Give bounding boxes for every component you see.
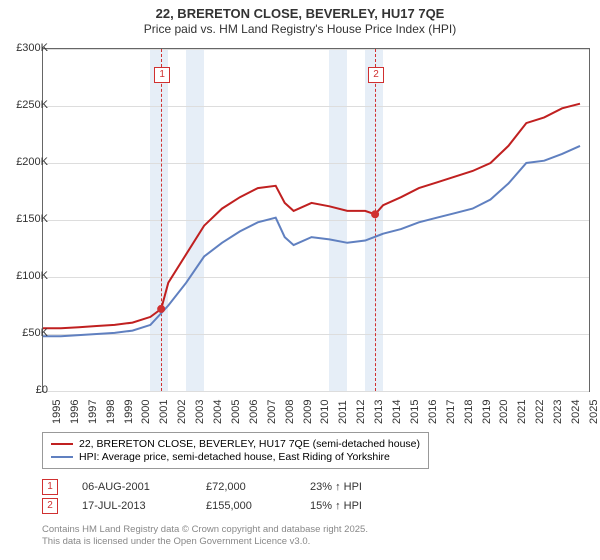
event-delta: 23% ↑ HPI <box>310 481 362 493</box>
x-tick-label: 2013 <box>373 400 385 424</box>
sale-point <box>158 305 165 312</box>
title-subtitle: Price paid vs. HM Land Registry's House … <box>0 22 600 36</box>
x-tick-label: 2012 <box>355 400 367 424</box>
chart-container: 22, BRERETON CLOSE, BEVERLEY, HU17 7QE P… <box>0 0 600 560</box>
event-date: 17-JUL-2013 <box>82 500 182 512</box>
footer-attribution: Contains HM Land Registry data © Crown c… <box>42 524 368 549</box>
legend-item: 22, BRERETON CLOSE, BEVERLEY, HU17 7QE (… <box>51 438 420 450</box>
y-tick-label: £150K <box>16 213 48 225</box>
legend-label: 22, BRERETON CLOSE, BEVERLEY, HU17 7QE (… <box>79 438 420 450</box>
legend-swatch <box>51 456 73 458</box>
event-date: 06-AUG-2001 <box>82 481 182 493</box>
title-block: 22, BRERETON CLOSE, BEVERLEY, HU17 7QE P… <box>0 0 600 36</box>
series-line-hpi <box>43 146 580 336</box>
x-tick-label: 2002 <box>176 400 188 424</box>
x-tick-label: 2007 <box>266 400 278 424</box>
x-tick-label: 1998 <box>105 400 117 424</box>
x-tick-label: 2024 <box>570 400 582 424</box>
y-tick-label: £300K <box>16 42 48 54</box>
x-tick-label: 2021 <box>516 400 528 424</box>
x-tick-label: 2008 <box>284 400 296 424</box>
legend-swatch <box>51 443 73 445</box>
x-tick-label: 2025 <box>588 400 600 424</box>
x-tick-label: 2004 <box>212 400 224 424</box>
x-tick-label: 2023 <box>552 400 564 424</box>
event-row: 1 06-AUG-2001 £72,000 23% ↑ HPI <box>42 479 362 495</box>
legend-label: HPI: Average price, semi-detached house,… <box>79 451 390 463</box>
footer-line: This data is licensed under the Open Gov… <box>42 536 368 548</box>
event-marker-box: 1 <box>42 479 58 495</box>
x-tick-label: 2020 <box>498 400 510 424</box>
x-tick-label: 2005 <box>230 400 242 424</box>
x-tick-label: 2000 <box>140 400 152 424</box>
x-tick-label: 2011 <box>337 400 349 424</box>
event-row: 2 17-JUL-2013 £155,000 15% ↑ HPI <box>42 498 362 514</box>
sale-point <box>372 211 379 218</box>
x-tick-label: 2015 <box>409 400 421 424</box>
x-tick-label: 2003 <box>194 400 206 424</box>
x-tick-label: 1999 <box>123 400 135 424</box>
y-tick-label: £200K <box>16 156 48 168</box>
event-marker-box: 2 <box>42 498 58 514</box>
events-table: 1 06-AUG-2001 £72,000 23% ↑ HPI 2 17-JUL… <box>42 476 362 517</box>
footer-line: Contains HM Land Registry data © Crown c… <box>42 524 368 536</box>
x-tick-label: 1995 <box>51 400 63 424</box>
x-tick-label: 2022 <box>534 400 546 424</box>
x-tick-label: 2018 <box>463 400 475 424</box>
y-tick-label: £100K <box>16 270 48 282</box>
title-address: 22, BRERETON CLOSE, BEVERLEY, HU17 7QE <box>0 6 600 21</box>
x-tick-label: 2014 <box>391 400 403 424</box>
series-line-price_paid <box>43 104 580 329</box>
x-tick-label: 2006 <box>248 400 260 424</box>
x-tick-label: 2017 <box>445 400 457 424</box>
legend-item: HPI: Average price, semi-detached house,… <box>51 451 420 463</box>
event-price: £155,000 <box>206 500 286 512</box>
y-tick-label: £0 <box>36 384 48 396</box>
x-tick-label: 1997 <box>87 400 99 424</box>
x-tick-label: 2019 <box>481 400 493 424</box>
y-tick-label: £250K <box>16 99 48 111</box>
legend: 22, BRERETON CLOSE, BEVERLEY, HU17 7QE (… <box>42 432 429 469</box>
y-tick-label: £50K <box>22 327 48 339</box>
x-tick-label: 2001 <box>158 400 170 424</box>
x-tick-label: 2009 <box>302 400 314 424</box>
event-delta: 15% ↑ HPI <box>310 500 362 512</box>
plot-area: 12 <box>42 48 590 392</box>
event-price: £72,000 <box>206 481 286 493</box>
x-tick-label: 2010 <box>319 400 331 424</box>
x-tick-label: 1996 <box>69 400 81 424</box>
x-tick-label: 2016 <box>427 400 439 424</box>
